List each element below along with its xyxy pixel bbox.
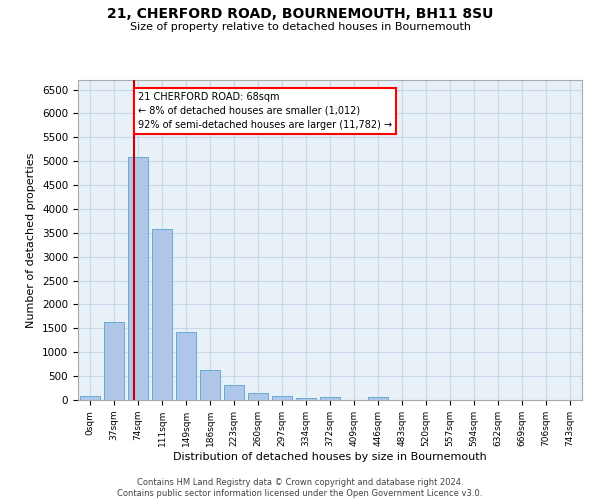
Bar (80, 396, 100, 400)
Bar (368, 397, 388, 400)
Bar (104, 322, 124, 400)
Bar (320, 397, 340, 400)
Text: 21 CHERFORD ROAD: 68sqm
← 8% of detached houses are smaller (1,012)
92% of semi-: 21 CHERFORD ROAD: 68sqm ← 8% of detached… (138, 92, 392, 130)
Text: 21, CHERFORD ROAD, BOURNEMOUTH, BH11 8SU: 21, CHERFORD ROAD, BOURNEMOUTH, BH11 8SU (107, 8, 493, 22)
Bar (128, 158, 148, 400)
Bar (176, 332, 196, 400)
Bar (272, 396, 292, 400)
Bar (296, 398, 316, 400)
X-axis label: Distribution of detached houses by size in Bournemouth: Distribution of detached houses by size … (173, 452, 487, 462)
Bar (200, 370, 220, 400)
Bar (248, 392, 268, 400)
Bar (152, 228, 172, 400)
Y-axis label: Number of detached properties: Number of detached properties (26, 152, 37, 328)
Text: Contains HM Land Registry data © Crown copyright and database right 2024.
Contai: Contains HM Land Registry data © Crown c… (118, 478, 482, 498)
Bar (224, 386, 244, 400)
Text: Size of property relative to detached houses in Bournemouth: Size of property relative to detached ho… (130, 22, 470, 32)
